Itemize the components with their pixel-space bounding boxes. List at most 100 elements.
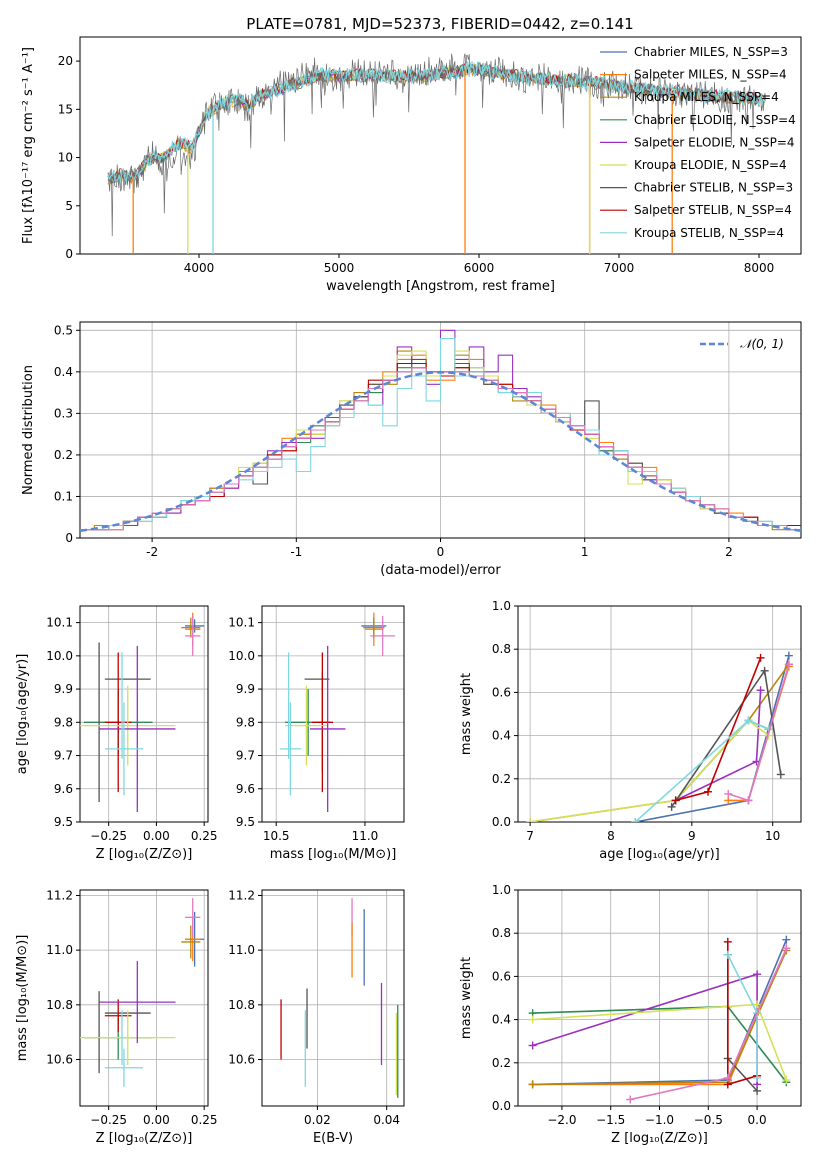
y-tick-label: 10.1 — [46, 616, 73, 630]
x-tick-label: 7000 — [604, 261, 635, 275]
y-tick-label: 9.6 — [54, 782, 73, 796]
x-tick-label: 0.25 — [191, 829, 218, 843]
x-axis-label: E(B-V) — [313, 1131, 353, 1146]
mass_vs_Z-marks — [80, 898, 205, 1087]
y-tick-label: 0 — [65, 531, 73, 545]
legend-label: Salpeter MILES, N_SSP=4 — [634, 68, 787, 82]
x-tick-label: 10 — [765, 829, 780, 843]
figure-title: PLATE=0781, MJD=52373, FIBERID=0442, z=0… — [246, 15, 633, 33]
x-tick-label: 9 — [688, 829, 696, 843]
spectrum-axes: 4000 5000 6000 7000 8000 0 5 10 15 20 wavelength [… — [21, 36, 802, 294]
weight-line — [727, 954, 758, 1078]
axes-frame — [517, 605, 802, 823]
x-tick-label: −1.5 — [596, 1113, 625, 1127]
y-tick-label: 9.8 — [236, 715, 255, 729]
y-axis-label: age [log₁₀(age/yr)] — [15, 654, 30, 775]
y-tick-label: 9.8 — [54, 715, 73, 729]
x-tick-label: 0.00 — [143, 829, 170, 843]
x-axis-label: mass [log₁₀(M/M⊙)] — [270, 847, 397, 862]
y-tick-label: 9.6 — [236, 782, 255, 796]
x-tick-label: −0.5 — [694, 1113, 723, 1127]
y-tick-label: 0.6 — [492, 685, 511, 699]
y-tick-label: 0.8 — [492, 926, 511, 940]
y-tick-label: 0.2 — [492, 1056, 511, 1070]
axes-frame — [79, 321, 802, 539]
mass_vs_Z-axes: −0.25 0.00 0.25 10.6 10.8 11.0 11.2 Z [log₁₀(Z/… — [15, 888, 218, 1146]
legend-label: Chabrier STELIB, N_SSP=3 — [634, 181, 793, 195]
x-tick-label: 1 — [581, 545, 589, 559]
x-tick-label: 8 — [607, 829, 615, 843]
x-tick-label: -2 — [146, 545, 158, 559]
weight-line — [529, 663, 790, 822]
x-axis-label: Z [log₁₀(Z/Z⊙)] — [96, 847, 193, 862]
x-tick-label: 0.02 — [304, 1113, 331, 1127]
y-tick-label: 9.7 — [54, 749, 73, 763]
y-tick-label: 9.9 — [236, 682, 255, 696]
y-tick-label: 11.0 — [46, 943, 73, 957]
x-tick-label: -1 — [290, 545, 302, 559]
weight_vs_Z-axes: −2.0 −1.5 −1.0 −0.5 0.0 0.0 0.2 0.4 0.6 0.8 1.0 Z [… — [459, 883, 802, 1146]
x-tick-label: 7 — [526, 829, 534, 843]
y-tick-label: 0.4 — [492, 729, 511, 743]
y-tick-label: 0.4 — [54, 365, 73, 379]
gaussian-reference-line — [80, 371, 801, 532]
legend-label: Kroupa ELODIE, N_SSP=4 — [634, 158, 787, 172]
residuals-marks — [80, 329, 801, 532]
x-tick-label: −0.25 — [90, 1113, 127, 1127]
mass_vs_ebv-axes: 0.02 0.04 10.6 10.8 11.0 11.2 E(B-V) — [228, 888, 405, 1146]
age_vs_Z-axes: −0.25 0.00 0.25 9.5 9.6 9.7 9.8 9.9 10.0 10.1 Z [l… — [15, 605, 218, 862]
x-tick-label: −1.0 — [645, 1113, 674, 1127]
y-tick-label: 10.0 — [228, 649, 255, 663]
kroupa-stelib-line — [107, 60, 767, 184]
x-tick-label: 10.5 — [263, 829, 290, 843]
y-tick-label: 9.5 — [54, 815, 73, 829]
x-axis-label: age [log₁₀(age/yr)] — [599, 847, 720, 862]
x-tick-label: 8000 — [744, 261, 775, 275]
y-axis-label: mass [log₁₀(M/M⊙)] — [15, 935, 30, 1062]
y-tick-label: 9.5 — [236, 815, 255, 829]
y-tick-label: 20 — [58, 54, 73, 68]
y-tick-label: 0.1 — [54, 489, 73, 503]
y-tick-label: 10.6 — [228, 1053, 255, 1067]
y-tick-label: 0.6 — [492, 969, 511, 983]
y-tick-label: 1.0 — [492, 599, 511, 613]
x-tick-label: 0.25 — [191, 1113, 218, 1127]
legend-label: Kroupa STELIB, N_SSP=4 — [634, 226, 784, 240]
legend-label: Kroupa MILES, N_SSP=4 — [634, 90, 779, 104]
y-axis-label: Normed distribution — [21, 365, 36, 495]
x-axis-label: (data-model)/error — [380, 563, 501, 578]
weight-line — [532, 973, 758, 1085]
y-axis-label: mass weight — [459, 957, 474, 1039]
y-tick-label: 10.8 — [228, 998, 255, 1012]
legend-label: Salpeter ELODIE, N_SSP=4 — [634, 135, 795, 149]
y-tick-label: 0 — [65, 247, 73, 261]
y-tick-label: 10.8 — [46, 998, 73, 1012]
y-tick-label: 0.0 — [492, 815, 511, 829]
axes-frame — [79, 605, 209, 823]
y-tick-label: 11.2 — [46, 888, 73, 902]
weight_vs_Z-marks — [528, 935, 791, 1104]
y-tick-label: 11.2 — [228, 888, 255, 902]
x-axis-label: wavelength [Angstrom, rest frame] — [326, 279, 555, 294]
y-tick-label: 9.9 — [54, 682, 73, 696]
y-tick-label: 9.7 — [236, 749, 255, 763]
x-tick-label: −2.0 — [547, 1113, 576, 1127]
x-tick-label: 0.0 — [748, 1113, 767, 1127]
x-tick-label: 6000 — [464, 261, 495, 275]
weight-line — [675, 690, 762, 802]
weight_vs_age-marks — [526, 651, 793, 822]
residual-legend: 𝒩(0, 1) — [700, 337, 784, 351]
x-tick-label: 11.0 — [352, 829, 379, 843]
x-tick-label: 5000 — [324, 261, 355, 275]
y-axis-label: mass weight — [459, 673, 474, 755]
y-tick-label: 10.0 — [46, 649, 73, 663]
y-tick-label: 0.8 — [492, 642, 511, 656]
x-tick-label: 0.00 — [143, 1113, 170, 1127]
spectrum-legend: Chabrier MILES, N_SSP=3 Salpeter MILES, N… — [600, 45, 796, 240]
y-tick-label: 10 — [58, 151, 73, 165]
legend-gauss-label: 𝒩(0, 1) — [740, 337, 784, 351]
x-tick-label: 0 — [437, 545, 445, 559]
y-tick-label: 0.0 — [492, 1099, 511, 1113]
